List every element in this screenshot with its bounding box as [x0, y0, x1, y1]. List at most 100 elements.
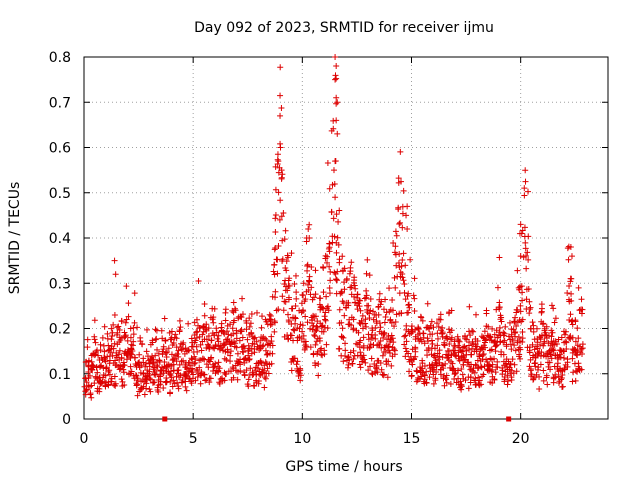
data-point: [191, 339, 198, 346]
data-point: [154, 346, 161, 353]
data-point: [140, 359, 147, 366]
data-point: [93, 348, 100, 355]
data-point: [254, 365, 261, 372]
data-point: [330, 117, 337, 124]
data-point: [279, 293, 286, 300]
data-point: [526, 306, 533, 313]
data-point: [277, 197, 284, 204]
data-point: [408, 323, 415, 330]
data-point: [124, 337, 131, 344]
data-point: [258, 324, 265, 331]
data-point: [123, 283, 130, 290]
data-point: [185, 346, 192, 353]
data-point: [268, 320, 275, 327]
data-point: [268, 333, 275, 340]
data-point: [470, 328, 477, 335]
data-point: [426, 374, 433, 381]
data-point: [512, 314, 519, 321]
data-point: [563, 339, 570, 346]
data-point: [519, 329, 526, 336]
data-point: [326, 240, 333, 247]
data-point: [110, 345, 117, 352]
data-point: [312, 313, 319, 320]
data-point: [372, 324, 379, 331]
data-point: [525, 285, 532, 292]
data-point: [496, 254, 503, 261]
data-point: [543, 372, 550, 379]
data-point: [443, 379, 450, 386]
data-point: [334, 234, 341, 241]
data-point: [134, 377, 141, 384]
data-point: [401, 289, 408, 296]
data-point: [559, 372, 566, 379]
data-point: [468, 327, 475, 334]
data-point: [237, 328, 244, 335]
data-point: [330, 167, 337, 174]
data-point: [400, 277, 407, 284]
data-point: [277, 92, 284, 99]
data-point: [399, 257, 406, 264]
data-point: [405, 309, 412, 316]
data-point: [333, 117, 340, 124]
data-point: [448, 307, 455, 314]
data-point: [259, 369, 266, 376]
data-point: [111, 257, 118, 264]
data-point: [381, 330, 388, 337]
data-point: [402, 332, 409, 339]
data-point: [561, 331, 568, 338]
data-point: [396, 250, 403, 257]
data-point: [362, 359, 369, 366]
data-point: [297, 365, 304, 372]
data-point: [385, 358, 392, 365]
data-point: [261, 335, 268, 342]
data-point: [451, 347, 458, 354]
data-point: [493, 341, 500, 348]
data-point: [331, 233, 338, 240]
data-point: [450, 365, 457, 372]
data-point: [332, 54, 339, 60]
data-point: [514, 306, 521, 313]
data-point: [393, 311, 400, 318]
data-point: [365, 367, 372, 374]
data-point: [97, 347, 104, 354]
data-point: [569, 334, 576, 341]
data-point: [574, 325, 581, 332]
data-point: [286, 282, 293, 289]
data-point: [284, 287, 291, 294]
data-point: [149, 339, 156, 346]
data-point: [350, 279, 357, 286]
data-point: [378, 298, 385, 305]
data-point: [458, 383, 465, 390]
data-point: [298, 309, 305, 316]
data-point: [206, 375, 213, 382]
data-point: [333, 211, 340, 218]
data-point: [281, 236, 288, 243]
data-point: [496, 324, 503, 331]
data-point: [251, 345, 258, 352]
data-point: [222, 309, 229, 316]
data-point: [311, 332, 318, 339]
data-point: [263, 351, 270, 358]
data-point: [533, 325, 540, 332]
data-point: [303, 238, 310, 245]
data-point: [426, 325, 433, 332]
data-point: [334, 99, 341, 106]
data-point: [231, 305, 238, 312]
data-point: [356, 361, 363, 368]
data-point: [188, 365, 195, 372]
data-point: [323, 341, 330, 348]
data-point: [194, 328, 201, 335]
data-point: [553, 341, 560, 348]
data-point: [176, 327, 183, 334]
data-point: [475, 380, 482, 387]
data-point: [298, 335, 305, 342]
data-point: [104, 330, 111, 337]
data-point: [558, 334, 565, 341]
data-point: [274, 156, 281, 163]
data-point: [496, 329, 503, 336]
data-point: [196, 364, 203, 371]
data-point: [521, 224, 528, 231]
data-point: [451, 338, 458, 345]
data-point: [569, 355, 576, 362]
data-point: [473, 311, 479, 318]
